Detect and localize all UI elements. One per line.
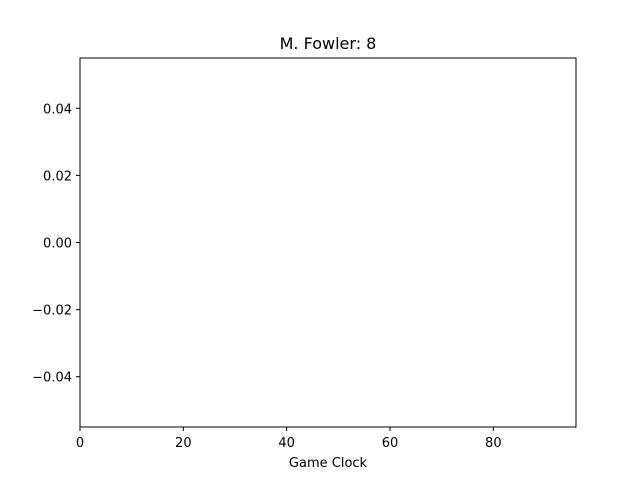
y-axis-ticks: 0.04 0.02 0.00 −0.02 −0.04 (32, 102, 80, 386)
plot-area (79, 57, 577, 428)
x-tick-label: 80 (485, 436, 502, 451)
x-axis-ticks: 0 20 40 60 80 (76, 427, 502, 451)
x-tick-label: 60 (382, 436, 399, 451)
y-tick-label: 0.02 (43, 169, 72, 184)
x-tick-label: 20 (175, 436, 192, 451)
y-tick-label: −0.04 (32, 371, 72, 386)
y-tick-label: 0.04 (43, 102, 72, 117)
x-tick-label: 40 (278, 436, 295, 451)
x-axis-label: Game Clock (289, 456, 368, 471)
y-tick-label: 0.00 (43, 237, 72, 252)
x-tick-label: 0 (76, 436, 84, 451)
chart-title: M. Fowler: 8 (280, 34, 377, 53)
y-tick-label: −0.02 (32, 304, 72, 319)
